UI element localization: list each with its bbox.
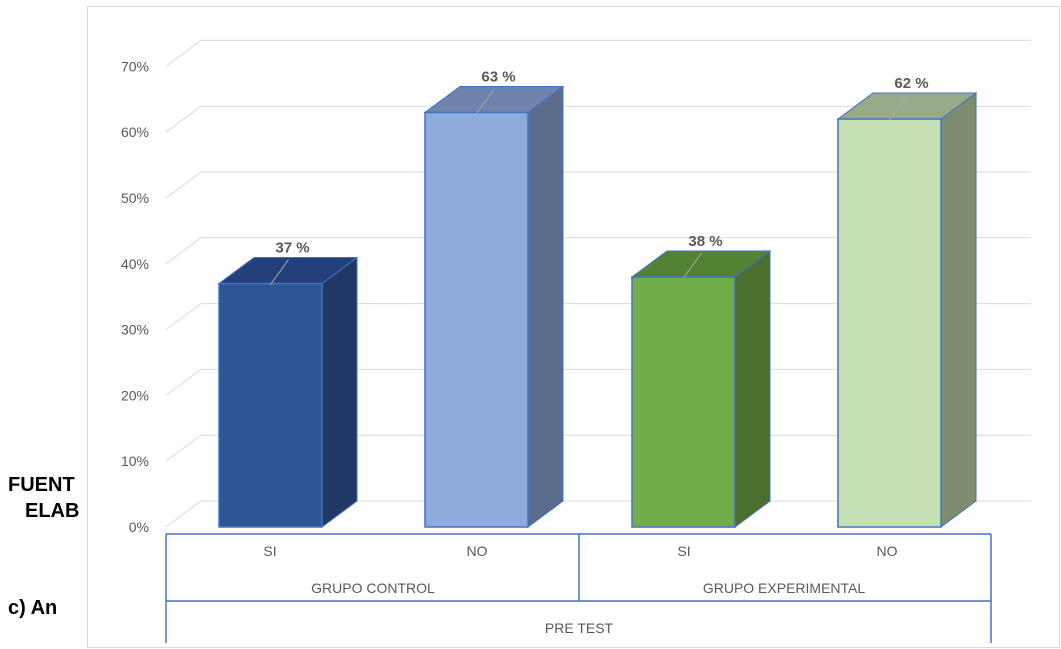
bar (424, 111, 529, 528)
y-tick-label: 50% (121, 190, 149, 206)
data-label-leader (683, 252, 702, 279)
x-category-label: NO (877, 543, 898, 559)
y-tick-label: 40% (121, 256, 149, 272)
bar-side (527, 85, 564, 528)
data-label-leader (476, 88, 495, 114)
data-label: 63 % (481, 68, 515, 85)
data-label: 37 % (275, 240, 309, 257)
bar (218, 282, 323, 528)
bar-side (940, 92, 977, 528)
data-label: 62 % (894, 75, 928, 92)
doc-section-fragment: c) An (8, 597, 58, 619)
y-tick-label: 70% (121, 58, 149, 74)
y-tick-label: 60% (121, 124, 149, 140)
gridline (165, 105, 1031, 133)
x-outer-group-label: PRE TEST (545, 620, 614, 636)
gridline (165, 171, 1031, 199)
x-category-label: SI (263, 543, 276, 559)
y-tick-label: 10% (121, 453, 149, 469)
data-label-leader (270, 259, 289, 285)
bar (837, 118, 942, 528)
data-label: 38 % (688, 233, 722, 250)
x-group-label: GRUPO CONTROL (311, 580, 435, 596)
bar-side (734, 249, 771, 528)
y-tick-label: 0% (129, 519, 149, 535)
bar-side (321, 256, 358, 528)
x-group-label: GRUPO EXPERIMENTAL (703, 580, 866, 596)
bar (631, 276, 736, 528)
chart-area: 0% 10% 20% 30% 40% 50% 60% 70% 37 % 63 % 38 % 62 % S… (87, 6, 1060, 648)
y-tick-label: 20% (121, 387, 149, 403)
gridline (165, 39, 1031, 67)
doc-fuente-fragment: FUENT (8, 474, 75, 496)
bar-chart-3d: 0% 10% 20% 30% 40% 50% 60% 70% 37 % 63 % 38 % 62 % S… (121, 39, 1031, 643)
doc-elab-fragment: ELAB (25, 500, 80, 522)
x-category-label: NO (467, 543, 488, 559)
gridline (165, 237, 1031, 265)
data-label-leader (889, 94, 908, 121)
x-category-label: SI (677, 543, 690, 559)
y-tick-label: 30% (121, 322, 149, 338)
